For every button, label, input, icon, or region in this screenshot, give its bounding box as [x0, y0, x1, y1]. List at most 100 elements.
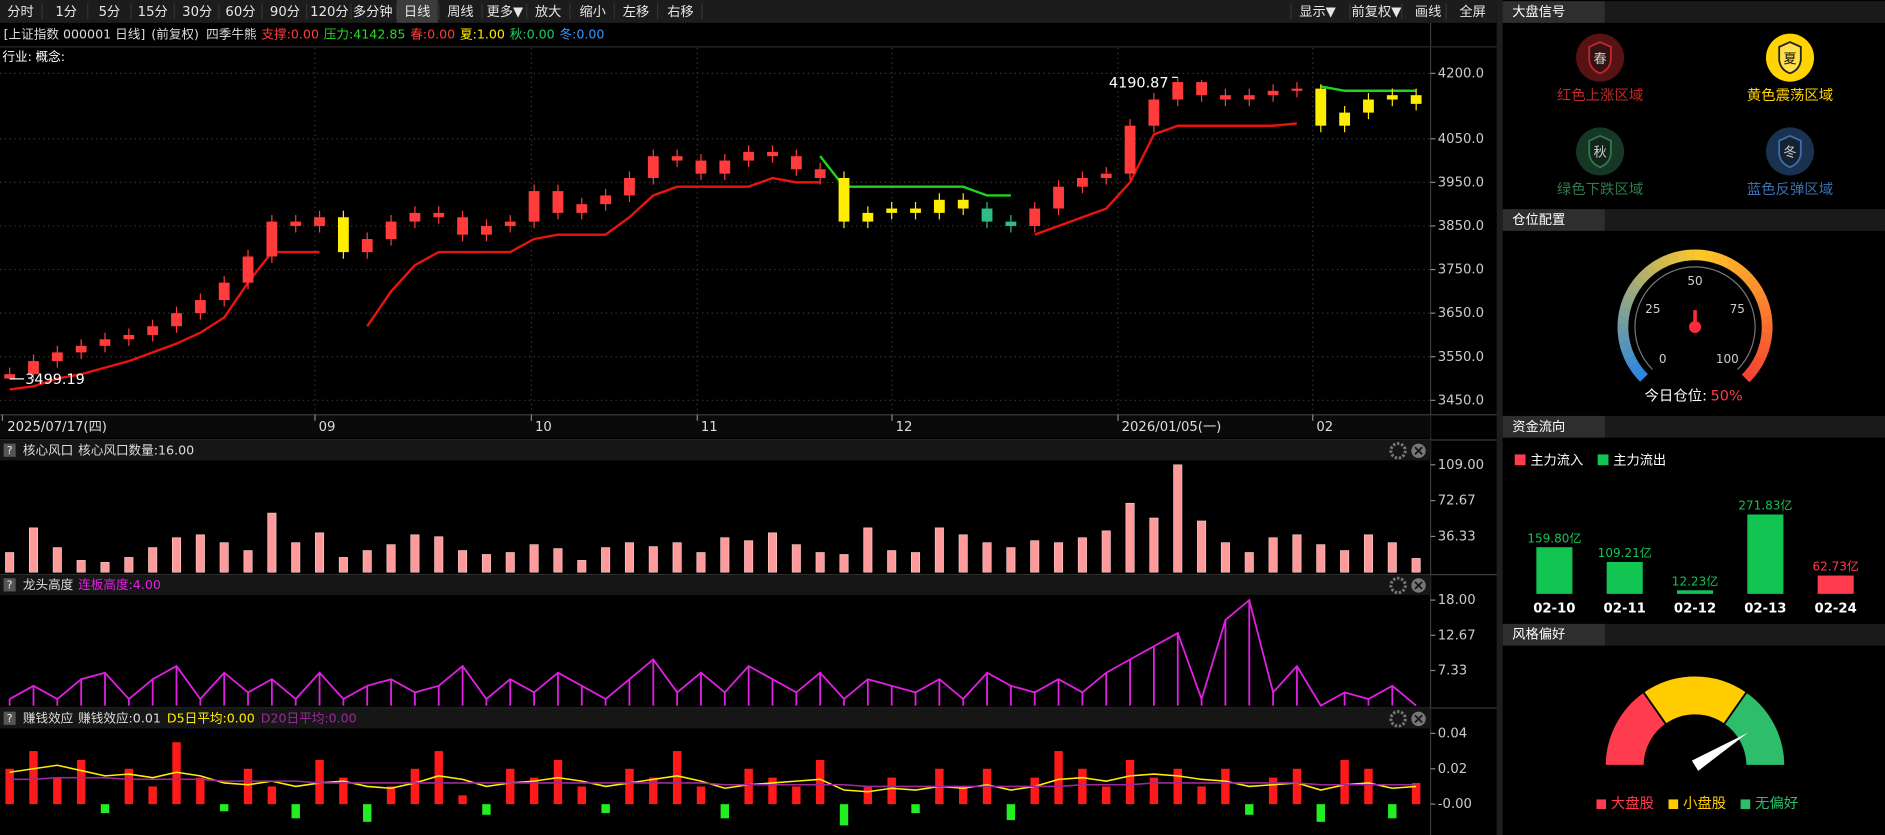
bar	[839, 554, 849, 573]
gauge-arc	[1628, 361, 1643, 375]
bar	[1268, 777, 1278, 805]
gauge-arc	[1617, 331, 1630, 343]
low-annotation: 3499.19	[25, 372, 85, 388]
bar	[911, 552, 921, 573]
y-tick-label: 3950.0	[1438, 175, 1484, 190]
toolbar-button[interactable]: 90分	[270, 4, 300, 20]
panel-tab	[1502, 415, 1605, 438]
y-tick-label: 18.00	[1438, 593, 1476, 608]
toolbar-button[interactable]: 左移	[623, 4, 649, 20]
toolbar-button[interactable]: 多分钟	[353, 3, 393, 20]
y-tick-label: 7.33	[1438, 663, 1467, 678]
date-label: 2026/01/05(一)	[1122, 420, 1222, 435]
legend-swatch	[1668, 799, 1679, 810]
toolbar-button[interactable]: 120分	[310, 4, 348, 20]
signal-label: 蓝色反弹区域	[1747, 181, 1833, 198]
help-icon: ?	[7, 444, 13, 457]
toolbar-button[interactable]: 右移	[667, 4, 693, 20]
candle-body	[1172, 82, 1184, 100]
toolbar-button[interactable]: 缩小	[579, 4, 605, 20]
candle-body	[862, 212, 874, 222]
bar	[529, 544, 539, 573]
gauge-arc	[1621, 346, 1635, 360]
bar	[958, 786, 968, 805]
toolbar-button[interactable]: 画线	[1415, 4, 1441, 20]
readout: 冬:0.00	[559, 26, 604, 41]
candle-body	[957, 199, 969, 209]
toolbar-button[interactable]: 更多▼	[487, 3, 524, 20]
y-tick-label: 12.67	[1438, 628, 1476, 643]
bar	[458, 550, 468, 573]
bar	[1316, 804, 1325, 822]
gauge-arc	[1617, 314, 1630, 325]
toolbar-button[interactable]: 分时	[7, 4, 33, 20]
legend-label: 主力流出	[1613, 452, 1666, 468]
candle-body	[814, 169, 826, 179]
bar	[1292, 768, 1302, 805]
candle-body	[1100, 173, 1112, 179]
help-box	[3, 443, 16, 457]
gauge-label: 今日仓位:	[1645, 388, 1707, 405]
flow-bar	[1817, 575, 1854, 594]
candle-body	[1291, 88, 1303, 91]
toolbar	[0, 0, 1497, 23]
date-axis	[0, 414, 1431, 438]
toolbar-button[interactable]: 1分	[55, 4, 77, 20]
settings-icon[interactable]	[1389, 576, 1407, 595]
legend-label: 大盘股	[1611, 794, 1654, 812]
toolbar-button[interactable]: 前复权▼	[1352, 3, 1403, 20]
candle-body	[409, 212, 421, 222]
bar	[410, 534, 420, 573]
settings-icon[interactable]	[1389, 710, 1407, 728]
candle-body	[767, 151, 778, 157]
candle-body	[910, 208, 921, 213]
toolbar-button[interactable]: 60分	[225, 4, 255, 20]
panel-subtitle: 赚钱效应:0.01	[78, 710, 161, 725]
candle-body	[790, 156, 802, 170]
toolbar-button[interactable]: 显示▼	[1299, 5, 1336, 20]
candle-body	[51, 352, 63, 362]
settings-icon[interactable]	[1389, 442, 1407, 460]
gauge-arc	[1651, 257, 1666, 272]
gauge-arc	[1725, 257, 1739, 272]
gauge-tick-label: 0	[1659, 352, 1667, 366]
bar	[1197, 786, 1206, 805]
gauge-arc	[1659, 254, 1673, 268]
bar	[577, 786, 586, 805]
bar	[1102, 786, 1111, 805]
toolbar-button[interactable]: 周线	[447, 4, 473, 20]
support-line	[9, 122, 1298, 391]
candle-body	[242, 256, 254, 283]
candle-body	[504, 221, 516, 226]
bar	[28, 527, 38, 573]
toolbar-button[interactable]: 日线	[404, 4, 430, 20]
bar	[1173, 768, 1182, 805]
toolbar-button[interactable]: 15分	[138, 4, 168, 20]
bar	[291, 542, 301, 573]
candle-body	[1053, 186, 1064, 209]
height-line	[9, 598, 1417, 707]
legend-label: 小盘股	[1683, 794, 1726, 812]
gauge-hub	[1689, 320, 1702, 333]
style-needle	[1691, 732, 1749, 771]
candle-body	[1339, 112, 1351, 126]
bar	[887, 777, 896, 805]
toolbar-button[interactable]: 放大	[535, 4, 561, 20]
toolbar-button[interactable]: 30分	[182, 4, 212, 20]
toolbar-button[interactable]: 全屏	[1459, 3, 1485, 20]
gauge-arc	[1760, 332, 1773, 343]
bar	[982, 542, 992, 573]
bar	[601, 804, 610, 814]
candle-body	[719, 160, 731, 174]
bar	[363, 804, 372, 822]
readout: 春:0.00	[410, 26, 455, 41]
bar	[529, 777, 539, 805]
toolbar-button[interactable]: 5分	[99, 4, 121, 20]
bar	[505, 552, 515, 573]
bar	[958, 534, 968, 573]
y-tick-label: 36.33	[1438, 529, 1476, 544]
candle-body	[123, 334, 135, 340]
gauge-arc	[1618, 305, 1632, 317]
gauge-arc	[1718, 254, 1731, 268]
bar	[577, 560, 587, 573]
